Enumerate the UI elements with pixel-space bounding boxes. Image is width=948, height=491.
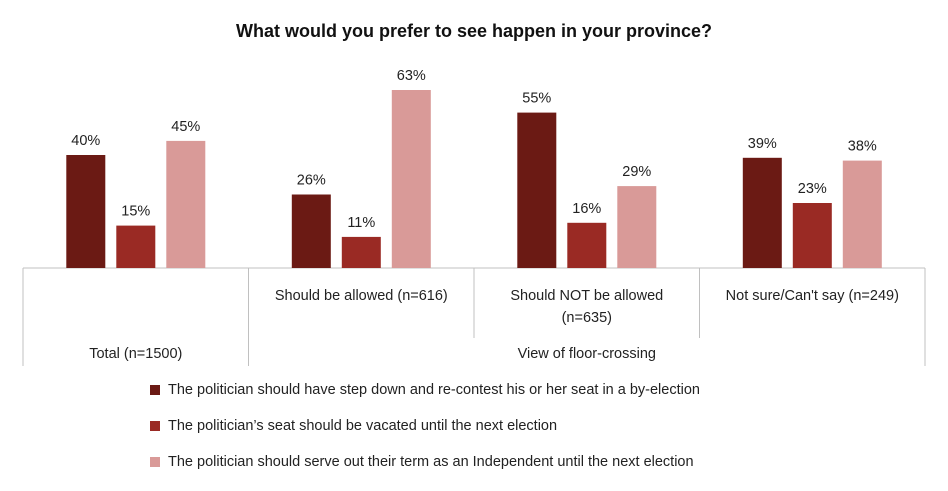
bar: [517, 112, 557, 268]
category-labels: Should be allowed (n=616) Should NOT be a…: [89, 288, 899, 362]
data-labels: 40% 15% 45% 26% 11% 63% 55% 16% 29% 39% 23% 38%: [71, 68, 877, 231]
bar: [391, 90, 431, 268]
data-label: 63%: [397, 68, 426, 84]
data-label: 11%: [347, 215, 375, 231]
legend-item: The politician should have step down and…: [150, 381, 700, 399]
bar: [567, 222, 607, 268]
legend-item: The politician should serve out their te…: [150, 453, 700, 471]
bars: [66, 90, 882, 268]
legend-swatch: [150, 385, 160, 395]
bar: [341, 236, 381, 268]
legend-swatch: [150, 457, 160, 467]
legend-label: The politician should serve out their te…: [168, 454, 694, 470]
data-label: 55%: [522, 91, 551, 107]
legend-item: The politician’s seat should be vacated …: [150, 417, 700, 435]
data-label: 45%: [171, 119, 200, 135]
data-label: 39%: [748, 136, 777, 152]
group-label: View of floor-crossing: [518, 346, 656, 362]
data-label: 15%: [121, 204, 150, 220]
data-label: 26%: [297, 173, 326, 189]
bar: [842, 160, 882, 268]
data-label: 40%: [71, 133, 100, 149]
bar: [66, 155, 106, 268]
category-label: Should be allowed (n=616): [275, 288, 448, 304]
legend-swatch: [150, 421, 160, 431]
data-label: 23%: [798, 181, 827, 197]
bar: [792, 203, 832, 268]
legend-label: The politician should have step down and…: [168, 382, 700, 398]
chart-title: What would you prefer to see happen in y…: [236, 21, 712, 41]
data-label: 29%: [622, 164, 651, 180]
category-label: (n=635): [562, 310, 612, 326]
legend-label: The politician’s seat should be vacated …: [168, 418, 558, 434]
data-label: 38%: [848, 139, 877, 155]
category-label: Should NOT be allowed: [510, 288, 663, 304]
group-label: Total (n=1500): [89, 346, 182, 362]
bar: [116, 225, 156, 268]
bar: [742, 157, 782, 268]
legend: The politician should have step down and…: [150, 381, 700, 489]
category-label: Not sure/Can't say (n=249): [726, 288, 899, 304]
data-label: 16%: [572, 201, 601, 217]
bar: [291, 194, 331, 268]
bar: [166, 140, 206, 268]
bar: [617, 186, 657, 268]
